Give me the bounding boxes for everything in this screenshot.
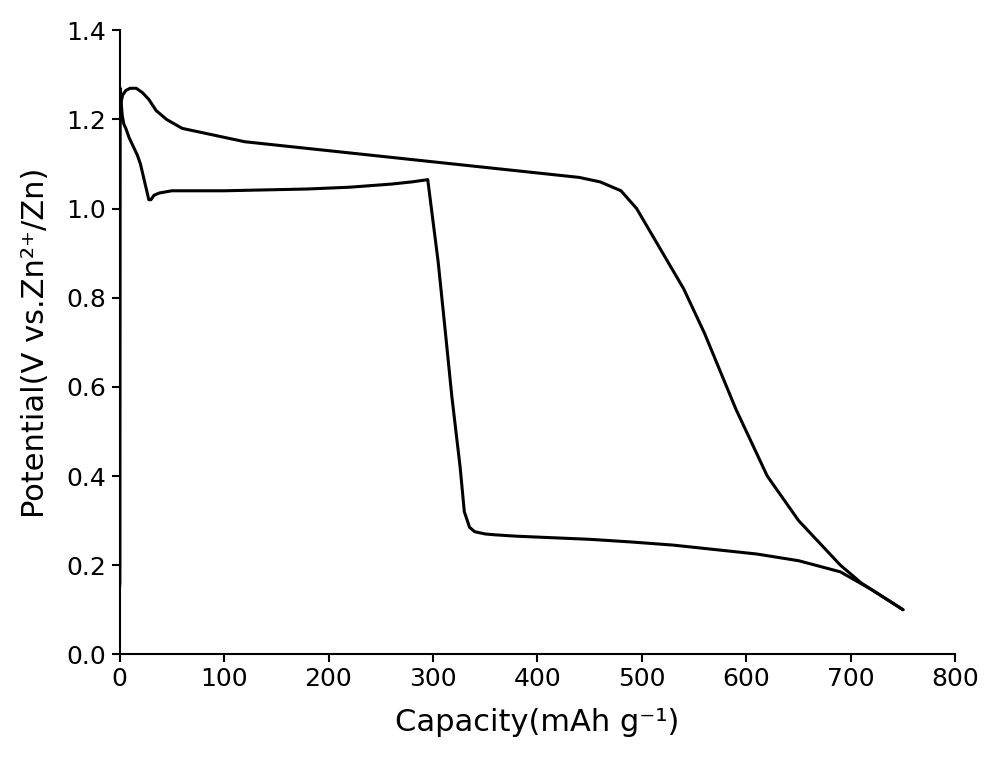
Y-axis label: Potential(V vs.Zn²⁺/Zn): Potential(V vs.Zn²⁺/Zn) <box>21 167 50 518</box>
X-axis label: Capacity(mAh g⁻¹): Capacity(mAh g⁻¹) <box>395 708 680 738</box>
